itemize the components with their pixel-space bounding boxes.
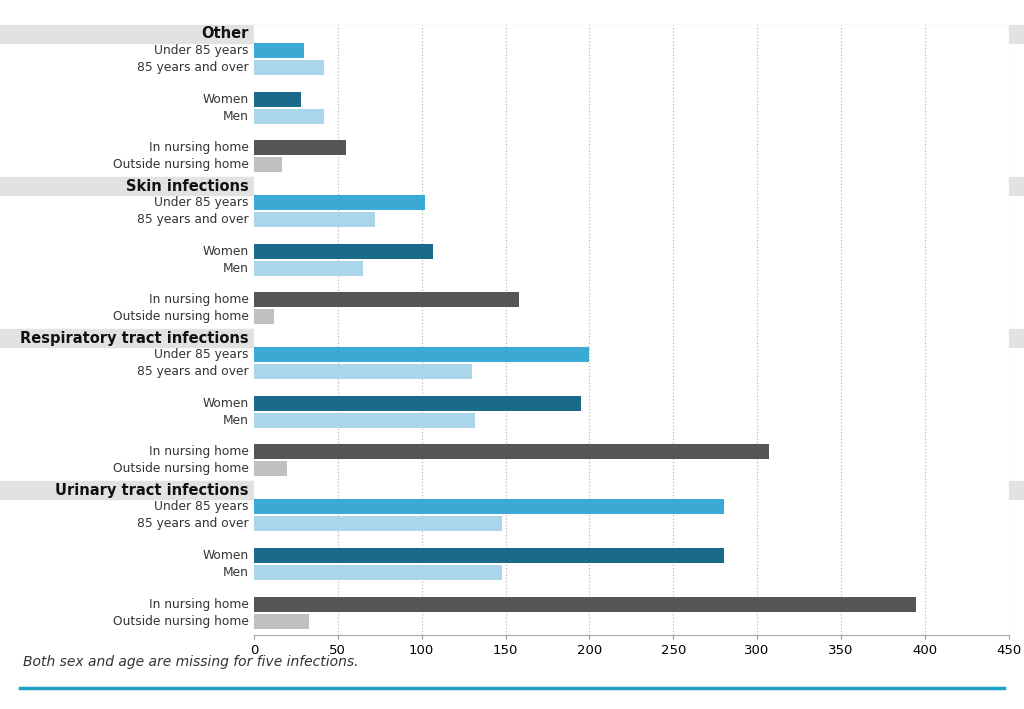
Text: Women: Women [203,93,249,106]
Text: In nursing home: In nursing home [148,598,249,610]
Bar [254,43,304,58]
Text: Women: Women [203,549,249,562]
Bar [254,108,325,123]
Text: Both sex and age are missing for five infections.: Both sex and age are missing for five in… [23,655,358,669]
Bar [254,445,769,459]
Text: Women: Women [203,397,249,410]
Text: 85 years and over: 85 years and over [137,213,249,226]
Bar [254,195,425,210]
Text: Urinary tract infections: Urinary tract infections [55,483,249,498]
Bar [254,292,519,308]
Bar [254,244,433,259]
Text: Men: Men [223,110,249,123]
Bar [254,565,502,580]
Bar [254,462,288,476]
Text: Other: Other [202,26,249,41]
Bar [254,140,346,155]
Text: Outside nursing home: Outside nursing home [113,615,249,627]
Bar [254,548,724,563]
Bar [254,413,475,428]
Text: Women: Women [203,245,249,258]
Text: Outside nursing home: Outside nursing home [113,311,249,323]
Text: 85 years and over: 85 years and over [137,365,249,379]
Bar [254,347,590,362]
Bar [254,157,283,172]
Bar [254,596,916,612]
Bar [254,60,325,75]
Text: Under 85 years: Under 85 years [155,501,249,513]
Text: In nursing home: In nursing home [148,294,249,306]
Bar [254,499,724,515]
Text: Under 85 years: Under 85 years [155,348,249,362]
Text: Under 85 years: Under 85 years [155,196,249,209]
Bar [254,613,309,629]
Bar [254,516,502,532]
Text: In nursing home: In nursing home [148,141,249,155]
Text: Skin infections: Skin infections [126,179,249,194]
Text: Respiratory tract infections: Respiratory tract infections [20,330,249,346]
Text: 85 years and over: 85 years and over [137,518,249,530]
Text: Outside nursing home: Outside nursing home [113,158,249,171]
Bar [254,309,274,324]
Text: Outside nursing home: Outside nursing home [113,462,249,476]
Text: Under 85 years: Under 85 years [155,44,249,57]
Text: In nursing home: In nursing home [148,445,249,459]
Bar [254,212,375,227]
Bar [254,364,472,379]
Bar [254,261,362,276]
Text: Men: Men [223,414,249,427]
Bar [254,91,301,106]
Text: Men: Men [223,262,249,274]
Text: Men: Men [223,566,249,579]
Bar [254,396,581,411]
Text: 85 years and over: 85 years and over [137,61,249,74]
